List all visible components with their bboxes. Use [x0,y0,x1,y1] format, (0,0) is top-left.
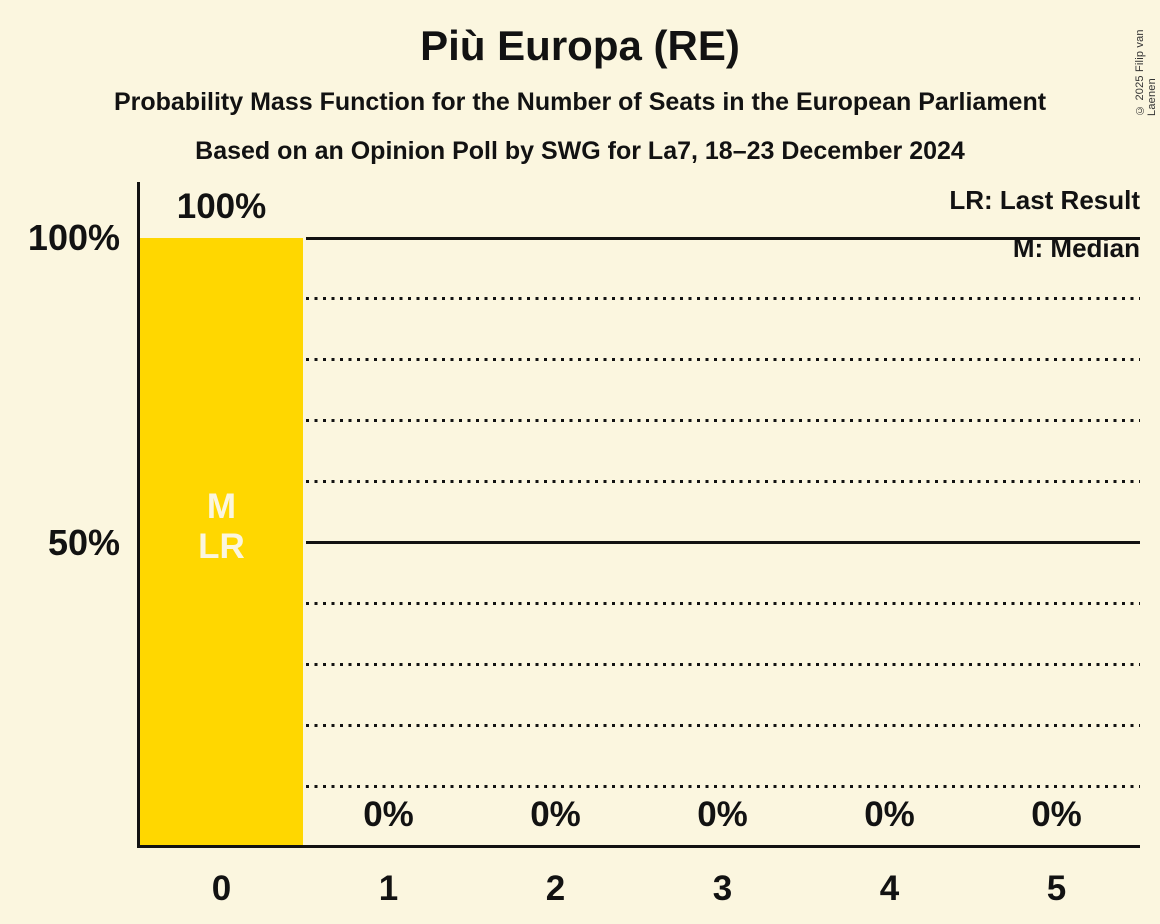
value-label-1: 0% [363,795,414,834]
bar-annotation-m-lr: M LR [198,487,245,567]
y-axis-tick-100: 100% [27,217,120,258]
value-label-4: 0% [864,795,915,834]
x-tick-label-4: 4 [879,869,900,908]
dotted-gridline-80 [306,358,1140,362]
x-tick-label-5: 5 [1046,869,1067,908]
value-label-5: 0% [1031,795,1082,834]
bar-seats-0 [140,238,303,847]
value-label-0: 100% [176,187,267,226]
y-axis-tick-50: 50% [47,522,120,563]
dotted-gridline-70 [306,419,1140,423]
x-tick-label-0: 0 [211,869,232,908]
chart-subtitle-line2: Based on an Opinion Poll by SWG for La7,… [195,137,965,165]
dotted-gridline-40 [306,601,1140,605]
dotted-gridline-20 [306,723,1140,727]
x-tick-label-3: 3 [712,869,733,908]
value-label-2: 0% [530,795,581,834]
legend-median: M: Median [1012,233,1140,263]
x-axis-line [137,845,1140,848]
chart-title: Più Europa (RE) [420,22,740,69]
dotted-gridline-60 [306,480,1140,484]
dotted-gridline-10 [306,784,1140,788]
x-tick-label-2: 2 [545,869,566,908]
chart-subtitle-line1: Probability Mass Function for the Number… [113,88,1047,116]
y-axis-line [137,182,140,848]
x-tick-label-1: 1 [378,869,399,908]
legend-last-result: LR: Last Result [949,185,1140,215]
dotted-gridline-90 [306,297,1140,301]
dotted-gridline-30 [306,662,1140,666]
solid-gridline-100 [306,236,1140,240]
value-label-3: 0% [697,795,748,834]
solid-gridline-50 [306,541,1140,544]
